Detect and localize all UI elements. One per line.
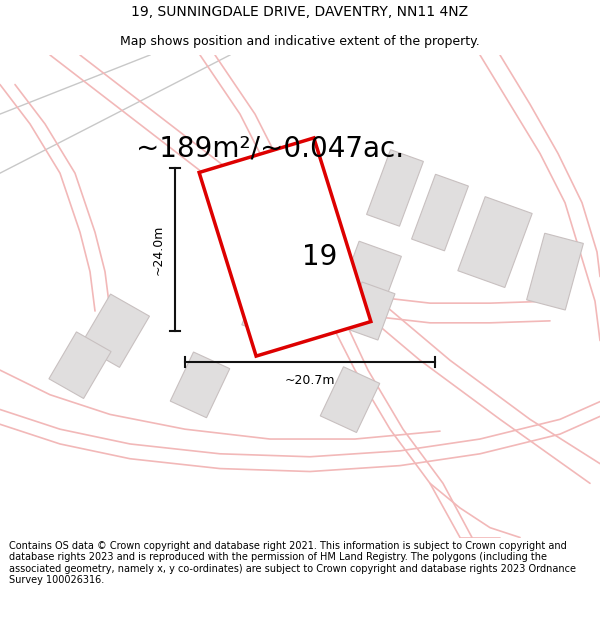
Text: ~20.7m: ~20.7m: [285, 374, 335, 387]
Polygon shape: [338, 241, 401, 312]
Text: Map shows position and indicative extent of the property.: Map shows position and indicative extent…: [120, 35, 480, 48]
Text: ~189m²/~0.047ac.: ~189m²/~0.047ac.: [136, 134, 404, 162]
Polygon shape: [199, 138, 371, 356]
Polygon shape: [527, 233, 583, 310]
Polygon shape: [49, 332, 111, 399]
Text: Contains OS data © Crown copyright and database right 2021. This information is : Contains OS data © Crown copyright and d…: [9, 541, 576, 586]
Polygon shape: [412, 174, 469, 251]
Polygon shape: [458, 197, 532, 288]
Polygon shape: [320, 367, 380, 432]
Text: 19, SUNNINGDALE DRIVE, DAVENTRY, NN11 4NZ: 19, SUNNINGDALE DRIVE, DAVENTRY, NN11 4N…: [131, 5, 469, 19]
Polygon shape: [345, 282, 395, 340]
Polygon shape: [80, 294, 149, 368]
Text: ~24.0m: ~24.0m: [152, 224, 165, 274]
Polygon shape: [170, 352, 230, 418]
Polygon shape: [367, 149, 424, 226]
Polygon shape: [242, 274, 298, 338]
Text: 19: 19: [302, 243, 338, 271]
